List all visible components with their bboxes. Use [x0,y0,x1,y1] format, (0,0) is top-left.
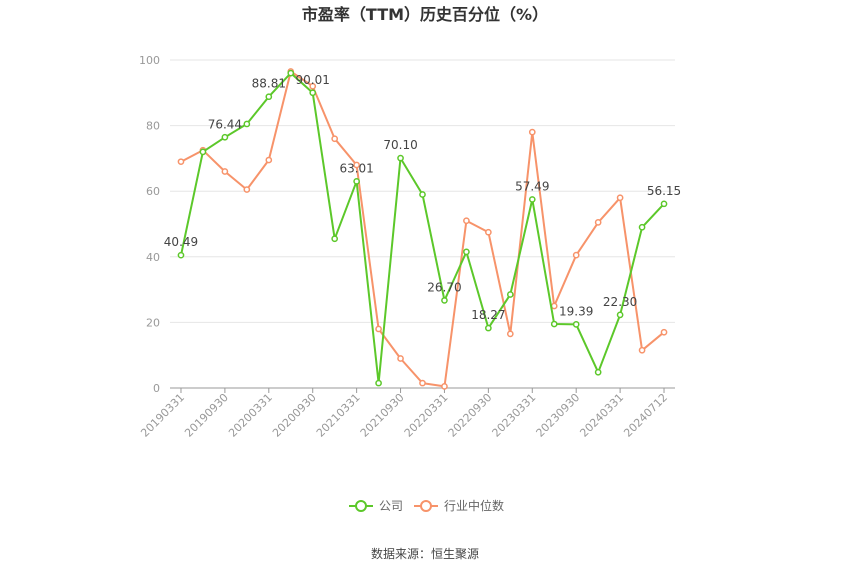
data-point-industry-median[interactable] [485,228,492,236]
series-layer [177,68,668,390]
data-source: 数据来源：恒生聚源 [371,546,479,561]
legend-industry-marker [420,500,432,512]
data-point-company[interactable] [199,148,207,156]
legend-company-label: 公司 [379,499,403,513]
legend-industry-label: 行业中位数 [444,498,504,513]
x-axis: 2019033120190930202003312020093020210331… [138,387,675,440]
y-tick-label: 80 [146,120,160,133]
data-point-company[interactable] [221,133,229,141]
data-point-industry-median[interactable] [353,161,360,169]
data-point-industry-median[interactable] [572,251,580,259]
data-point-industry-median[interactable] [550,302,558,310]
data-point-industry-median[interactable] [397,355,404,362]
y-tick-label: 0 [153,382,160,395]
legend-item-industry-median[interactable]: 行业中位数 [414,498,504,513]
data-point-industry-median[interactable] [616,194,624,202]
data-point-company[interactable] [397,154,404,162]
data-label: 22.30 [603,295,637,309]
data-point-company[interactable] [419,191,426,198]
y-tick-label: 40 [146,251,160,264]
y-tick-label: 60 [146,185,160,198]
data-point-company[interactable] [660,200,668,208]
x-tick-label: 20210930 [358,391,407,440]
x-tick-label: 20240712 [621,391,670,440]
data-point-industry-median[interactable] [638,346,646,354]
data-label: 57.49 [515,179,549,193]
series-line-company [180,72,665,385]
data-point-industry-median[interactable] [506,330,514,338]
data-point-company[interactable] [528,196,536,203]
data-point-company[interactable] [616,311,624,319]
data-point-company[interactable] [550,320,558,328]
data-label: 76.44 [208,117,242,131]
x-tick-label: 20200331 [226,391,275,440]
data-label: 70.10 [383,138,417,152]
x-tick-label: 20240331 [577,391,626,440]
data-point-company[interactable] [594,368,602,376]
data-point-company[interactable] [177,251,185,259]
data-point-company[interactable] [309,89,317,97]
data-label: 18.27 [471,308,505,322]
x-tick-label: 20230331 [490,391,539,440]
series-line-industry-median [180,70,665,388]
data-point-company[interactable] [463,248,470,256]
data-point-company[interactable] [485,324,492,332]
legend-company-marker [355,500,367,512]
x-tick-label: 20200930 [270,391,319,440]
x-tick-label: 20190331 [138,391,187,440]
data-label: 40.49 [164,235,198,249]
data-point-company[interactable] [506,291,514,298]
data-point-industry-median[interactable] [221,168,229,175]
data-point-industry-median[interactable] [243,186,251,193]
data-label: 63.01 [339,161,373,175]
data-point-company[interactable] [638,223,646,231]
data-point-company[interactable] [287,69,295,77]
x-tick-label: 20220930 [446,391,495,440]
data-point-company[interactable] [572,321,580,328]
data-point-industry-median[interactable] [375,325,382,333]
data-point-company[interactable] [441,297,448,304]
data-point-industry-median[interactable] [177,158,185,166]
data-label: 56.15 [647,184,681,198]
y-axis: 0 20 40 60 80 100 [139,54,160,395]
x-tick-label: 20220331 [402,391,451,440]
data-point-industry-median[interactable] [309,82,317,90]
data-label: 90.01 [296,73,330,87]
data-label: 26.70 [427,280,461,294]
legend-item-company[interactable]: 公司 [349,499,403,513]
data-point-company[interactable] [265,93,273,101]
data-label: 19.39 [559,304,593,318]
data-point-industry-median[interactable] [594,219,602,226]
y-tick-label: 100 [139,54,160,67]
x-tick-label: 20230930 [534,391,583,440]
data-point-industry-median[interactable] [331,135,339,143]
data-point-industry-median[interactable] [441,383,448,390]
data-point-industry-median[interactable] [419,379,426,387]
data-point-industry-median[interactable] [660,328,668,336]
y-tick-label: 20 [146,316,160,329]
data-labels: 40.49 76.44 88.81 90.01 63.01 70.10 26.70 18.27… [164,73,681,322]
data-point-company[interactable] [353,177,360,185]
x-tick-label: 20190930 [182,391,231,440]
data-point-industry-median[interactable] [463,217,470,225]
x-tick-label: 20210331 [314,391,363,440]
data-point-company[interactable] [331,235,339,243]
data-point-industry-median[interactable] [528,128,536,136]
data-point-company[interactable] [243,120,251,128]
chart-title: 市盈率（TTM）历史百分位（%） [302,5,548,24]
data-point-industry-median[interactable] [265,156,273,164]
data-point-company[interactable] [375,379,382,387]
data-label: 88.81 [252,77,286,91]
legend[interactable]: 公司 行业中位数 [349,498,504,513]
